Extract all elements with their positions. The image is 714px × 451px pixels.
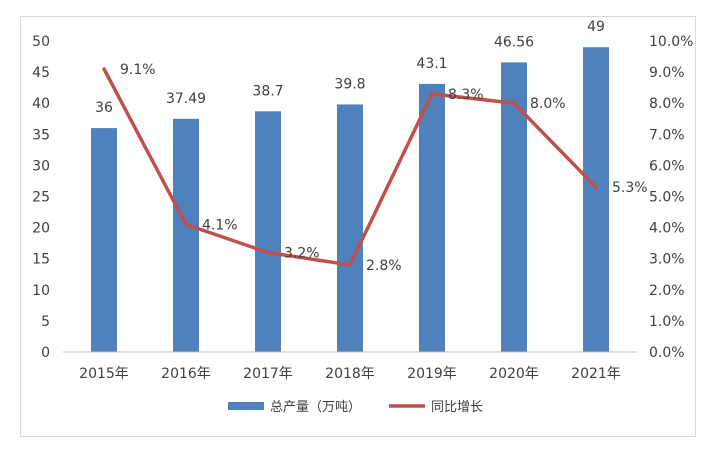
bar-series (91, 47, 609, 353)
y-left-tick-label: 15 (32, 252, 50, 268)
line-point (102, 67, 106, 71)
line-value-label: 3.2% (284, 245, 320, 261)
bar-data-labels: 36 37.49 38.7 39.8 43.1 46.56 49 (95, 19, 605, 116)
y-right-tick-label: 4.0% (649, 221, 685, 237)
line-value-label: 4.1% (202, 217, 238, 233)
y-right-tick-label: 7.0% (649, 127, 685, 143)
bar-value-label: 43.1 (416, 56, 447, 72)
x-tick-label: 2018年 (325, 366, 375, 382)
line-value-label: 8.3% (448, 87, 484, 103)
y-right-tick-label: 3.0% (649, 252, 685, 268)
line-value-label: 5.3% (612, 180, 648, 196)
bar (583, 47, 609, 352)
bar (91, 128, 117, 352)
y-left-tick-label: 35 (32, 127, 50, 143)
bar-value-label: 37.49 (166, 91, 206, 107)
y-right-tick-label: 9.0% (649, 65, 685, 81)
line-point (184, 222, 188, 226)
y-left-tick-label: 10 (32, 283, 50, 299)
bar-value-label: 36 (95, 100, 113, 116)
y-left-tick-label: 45 (32, 65, 50, 81)
bar (337, 104, 363, 352)
bar-value-label: 49 (587, 19, 605, 35)
x-axis-ticks: 2015年 2016年 2017年 2018年 2019年 2020年 2021年 (79, 366, 621, 382)
bar (419, 83, 445, 352)
legend-label-line: 同比增长 (431, 400, 483, 415)
y-right-tick-label: 6.0% (649, 158, 685, 174)
y-right-tick-label: 8.0% (649, 96, 685, 112)
line-point (266, 250, 270, 254)
y-right-tick-label: 0.0% (649, 345, 685, 361)
x-tick-label: 2016年 (161, 366, 211, 382)
bar (255, 111, 281, 352)
bar (501, 62, 527, 353)
line-value-label: 2.8% (366, 258, 402, 274)
y-left-tick-label: 30 (32, 158, 50, 174)
legend-label-bar: 总产量（万吨） (270, 400, 361, 415)
x-tick-label: 2017年 (243, 366, 293, 382)
line-point (430, 92, 434, 96)
y-left-tick-label: 0 (41, 345, 50, 361)
y-right-tick-label: 5.0% (649, 190, 685, 206)
y-right-tick-label: 1.0% (649, 314, 685, 330)
line-point (512, 101, 516, 105)
x-tick-label: 2019年 (407, 366, 457, 382)
line-value-label: 8.0% (530, 96, 566, 112)
legend-swatch-bar (228, 402, 264, 410)
y-right-axis-ticks: 0.0% 1.0% 2.0% 3.0% 4.0% 5.0% 6.0% 7.0% 8.0% 9.0%… (649, 34, 693, 361)
line-point (594, 185, 598, 189)
x-tick-label: 2020年 (489, 366, 539, 382)
line-series (102, 67, 598, 267)
line-point (348, 263, 352, 267)
y-left-tick-label: 5 (41, 314, 50, 330)
x-tick-label: 2021年 (571, 366, 621, 382)
y-left-tick-label: 50 (32, 34, 50, 50)
bar (173, 118, 199, 353)
y-left-tick-label: 20 (32, 221, 50, 237)
y-left-axis-ticks: 0 5 10 15 20 25 30 35 40 45 50 (32, 34, 50, 361)
y-right-tick-label: 2.0% (649, 283, 685, 299)
y-left-tick-label: 40 (32, 96, 50, 112)
bar-value-label: 46.56 (494, 34, 534, 50)
bar-value-label: 39.8 (334, 76, 365, 92)
legend: 总产量（万吨） 同比增长 (228, 400, 483, 415)
x-tick-label: 2015年 (79, 366, 129, 382)
y-left-tick-label: 25 (32, 190, 50, 206)
bar-value-label: 38.7 (252, 83, 283, 99)
y-right-tick-label: 10.0% (649, 34, 693, 50)
line-data-labels: 9.1% 4.1% 3.2% 2.8% 8.3% 8.0% 5.3% (120, 62, 648, 274)
line-value-label: 9.1% (120, 62, 156, 78)
